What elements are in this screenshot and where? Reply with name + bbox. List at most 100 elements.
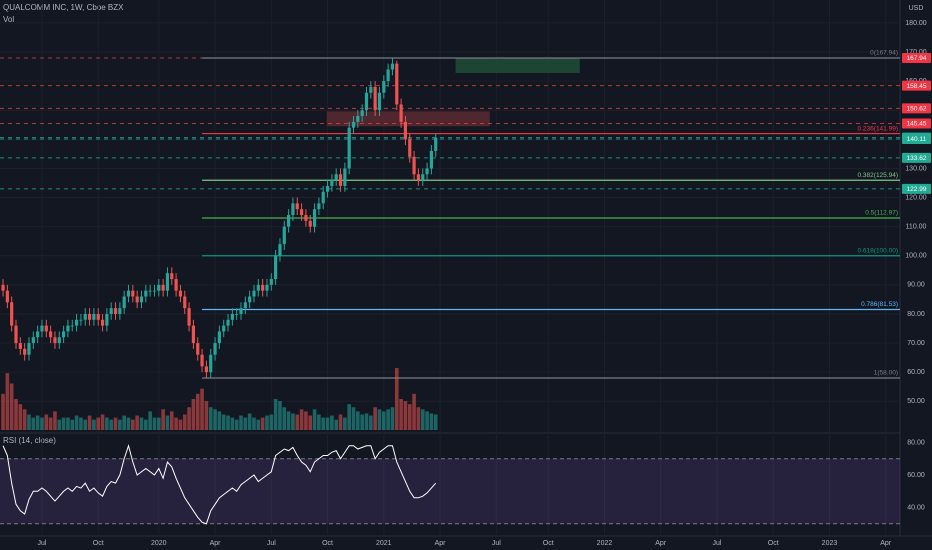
volume-bar [416,407,421,430]
volume-bar [321,417,326,430]
volume-bar [18,404,23,430]
candle-body [312,209,317,227]
candle-body [256,284,260,291]
volume-bar [243,417,248,430]
candle-body [230,313,234,320]
candle-body [403,121,408,140]
volume-bar [191,399,196,430]
volume-bar [87,415,92,430]
candle-body [217,331,221,344]
candle-body [278,244,282,256]
volume-bar [373,407,377,430]
volume-bar [269,414,274,430]
candle-body [356,116,360,122]
candle-body [165,273,170,291]
volume-bar [256,419,261,430]
price-badge-label: 158.45 [907,83,927,90]
currency-label: USD [909,5,924,12]
volume-bar [66,417,70,430]
x-tick-label: 2020 [151,540,167,547]
candle-body [23,348,27,355]
volume-bar [252,417,256,430]
candle-body [421,174,425,181]
candle-body [364,92,369,111]
volume-bar [364,413,369,430]
candle-body [386,69,390,82]
candle-body [369,86,373,93]
volume-bar [381,411,386,430]
volume-bar [126,417,131,430]
volume-bar [338,414,343,430]
candle-body [269,279,273,285]
volume-bar [195,393,200,430]
candle-body [83,313,87,320]
volume-bar [208,407,213,430]
volume-bar [61,417,66,430]
candle-body [360,110,364,117]
volume-bar [122,415,126,430]
fib-label: 1(58.00) [874,370,898,377]
volume-bar [5,373,10,430]
candle-body [79,319,83,321]
volume-bar [204,401,209,430]
y-tick-label: 50.00 [907,398,925,405]
candle-body [261,284,265,291]
candle-body [299,209,304,216]
volume-bar [412,393,416,430]
candle-body [222,325,226,332]
candle-body [408,139,412,157]
x-tick-label: Jul [267,540,276,547]
y-tick-label: 110.00 [906,223,927,230]
volume-bar [265,415,269,430]
price-badge-label: 150.62 [907,106,927,113]
volume-bar [230,417,235,430]
volume-bar [239,415,243,430]
volume-bar [96,417,101,430]
price-badge-label: 140.11 [907,136,927,143]
volume-bar [22,409,27,430]
volume-bar [113,417,118,430]
volume-bar [57,419,62,430]
volume-bar [109,419,114,430]
volume-bar [200,388,204,430]
price-badge [902,53,931,64]
candle-body [343,168,347,186]
candle-body [282,226,286,245]
candle-body [87,313,92,320]
candle-body [74,319,79,326]
x-tick-label: Oct [768,540,779,547]
volume-bar [343,417,347,430]
volume-bar [83,419,88,430]
candle-body [157,284,161,291]
fib-label: 0.786(81.53) [861,301,898,308]
candle-body [174,279,178,291]
volume-bar [169,411,174,430]
candle-body [31,337,35,344]
candle-body [44,325,48,332]
volume-bar [407,404,412,430]
volume-bar [403,401,408,430]
volume-bar [100,414,105,430]
candle-body [109,308,113,314]
candle-body [135,296,139,303]
candle-body [14,325,18,344]
candle-body [317,203,321,210]
volume-bar [79,417,83,430]
x-tick-label: Apr [655,540,667,547]
volume-bar [182,414,187,430]
volume-bar [118,419,122,430]
volume-bar [394,368,399,430]
candle-body [334,174,338,181]
candle-body [100,319,105,326]
candle-body [287,215,291,227]
volume-bar [35,415,40,430]
y-tick-label: 180.00 [905,20,927,27]
price-badge [902,103,931,114]
candle-body [291,203,295,216]
candle-body [36,331,40,338]
candle-body [1,284,5,291]
candle-body [152,290,157,292]
x-tick-label: Jul [712,540,721,547]
volume-bar [40,417,44,430]
volume-bar [299,409,304,430]
